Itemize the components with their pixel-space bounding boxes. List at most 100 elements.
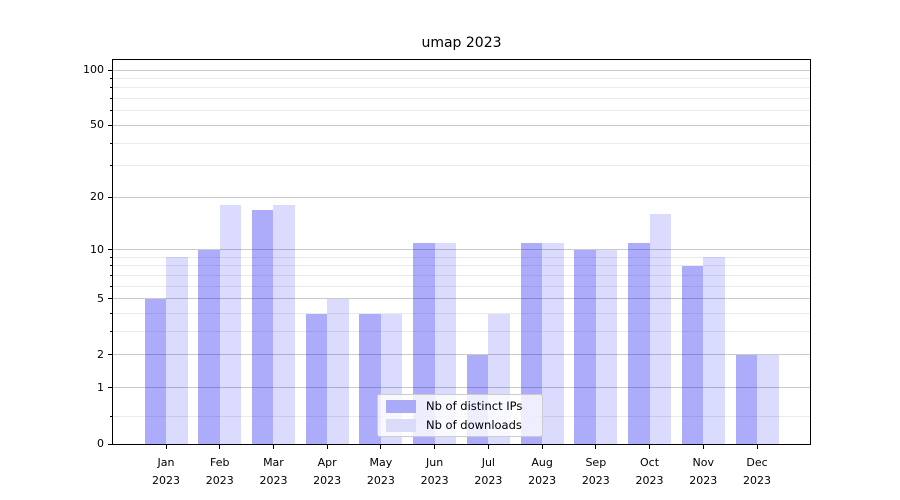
y-major-tick (108, 443, 112, 445)
bar-downloads-aug (542, 242, 564, 444)
y-minor-gridline (113, 110, 810, 112)
x-tick (272, 445, 274, 449)
x-tick-label: Nov 2023 (689, 456, 718, 487)
y-major-tick (108, 298, 112, 300)
legend-item-downloads: Nb of downloads (386, 418, 534, 433)
y-minor-tick (109, 142, 112, 144)
y-major-tick (108, 124, 112, 126)
bar-distinct-ips-aug (520, 242, 543, 444)
y-tick-label: 5 (97, 291, 104, 305)
bar-downloads-feb (219, 205, 242, 444)
y-major-tick (108, 69, 112, 71)
x-tick (595, 445, 597, 449)
y-major-gridline (113, 387, 810, 389)
bar-distinct-ips-jun (413, 242, 435, 444)
y-tick-label: 0 (97, 437, 104, 450)
y-tick-label: 2 (97, 347, 104, 361)
y-minor-gridline (113, 98, 810, 100)
y-minor-gridline (113, 87, 810, 89)
y-tick-label: 1 (97, 380, 104, 394)
bar-distinct-ips-oct (628, 242, 650, 444)
x-tick (434, 445, 436, 449)
legend-swatch-downloads (386, 418, 416, 432)
x-tick-label: Jul 2023 (474, 456, 503, 487)
bar-downloads-jan (166, 257, 188, 444)
y-minor-gridline (113, 331, 810, 333)
legend: Nb of distinct IPs Nb of downloads (377, 394, 543, 437)
y-major-gridline (113, 69, 810, 71)
bar-distinct-ips-feb (198, 249, 220, 444)
y-tick-label: 100 (83, 63, 104, 76)
y-tick-label: 50 (90, 118, 104, 132)
y-minor-tick (109, 416, 112, 418)
x-tick-label: Jan 2023 (152, 456, 180, 487)
bar-downloads-sep (595, 249, 618, 444)
y-minor-gridline (113, 77, 810, 79)
y-minor-tick (109, 265, 112, 267)
y-minor-tick (109, 87, 112, 89)
y-minor-gridline (113, 274, 810, 276)
y-major-gridline (113, 249, 810, 251)
x-tick (649, 445, 651, 449)
y-major-tick (108, 249, 112, 251)
bar-distinct-ips-apr (305, 313, 328, 444)
y-minor-tick (109, 313, 112, 315)
x-tick (219, 445, 221, 449)
x-tick-label: Sep 2023 (581, 456, 610, 487)
y-minor-tick (109, 285, 112, 287)
y-minor-tick (109, 274, 112, 276)
y-minor-gridline (113, 285, 810, 287)
y-minor-tick (109, 165, 112, 167)
x-tick (541, 445, 543, 449)
bar-distinct-ips-may (359, 313, 381, 444)
legend-label-downloads: Nb of downloads (426, 417, 522, 432)
legend-label-distinct-ips: Nb of distinct IPs (426, 398, 523, 413)
y-major-tick (108, 196, 112, 198)
y-minor-tick (109, 110, 112, 112)
y-major-tick (108, 387, 112, 389)
bar-downloads-apr (327, 298, 349, 444)
x-tick-label: Aug 2023 (528, 456, 557, 487)
bar-downloads-mar (273, 205, 295, 444)
bar-downloads-nov (703, 257, 725, 444)
bar-downloads-oct (649, 214, 672, 444)
x-tick (326, 445, 328, 449)
x-tick-label: Oct 2023 (635, 456, 664, 487)
legend-swatch-distinct-ips (386, 399, 416, 413)
y-minor-gridline (113, 165, 810, 167)
y-minor-gridline (113, 142, 810, 144)
y-major-gridline (113, 196, 810, 198)
x-tick (380, 445, 382, 449)
y-minor-tick (109, 77, 112, 79)
plot-area: 0 1 2 5 10 20 50 100 Jan 2023 Feb 2023 Mar 2023 Apr… (83, 59, 811, 487)
x-tick (756, 445, 758, 449)
y-tick-label: 20 (90, 190, 104, 204)
x-tick-label: Dec 2023 (743, 456, 771, 487)
x-tick-label: Apr 2023 (313, 456, 342, 487)
x-tick (702, 445, 704, 449)
y-major-gridline (113, 124, 810, 126)
bar-distinct-ips-dec (735, 354, 757, 444)
y-major-tick (108, 354, 112, 356)
legend-item-distinct-ips: Nb of distinct IPs (386, 399, 534, 414)
y-tick-label: 10 (90, 242, 104, 256)
x-tick-label: Mar 2023 (259, 456, 288, 487)
y-minor-tick (109, 98, 112, 100)
y-minor-tick (109, 256, 112, 258)
x-tick (165, 445, 167, 449)
y-minor-gridline (113, 313, 810, 315)
y-minor-gridline (113, 265, 810, 267)
bar-downloads-jun (434, 242, 457, 444)
y-minor-tick (109, 331, 112, 333)
y-minor-gridline (113, 256, 810, 258)
x-tick-label: May 2023 (366, 456, 395, 487)
y-major-gridline (113, 354, 810, 356)
x-tick (487, 445, 489, 449)
y-major-gridline (113, 298, 810, 300)
x-tick-label: Jun 2023 (420, 456, 449, 487)
chart-title: umap 2023 (421, 35, 502, 51)
bar-distinct-ips-nov (681, 265, 704, 444)
bar-downloads-dec (757, 354, 779, 444)
bar-distinct-ips-jan (144, 298, 166, 444)
